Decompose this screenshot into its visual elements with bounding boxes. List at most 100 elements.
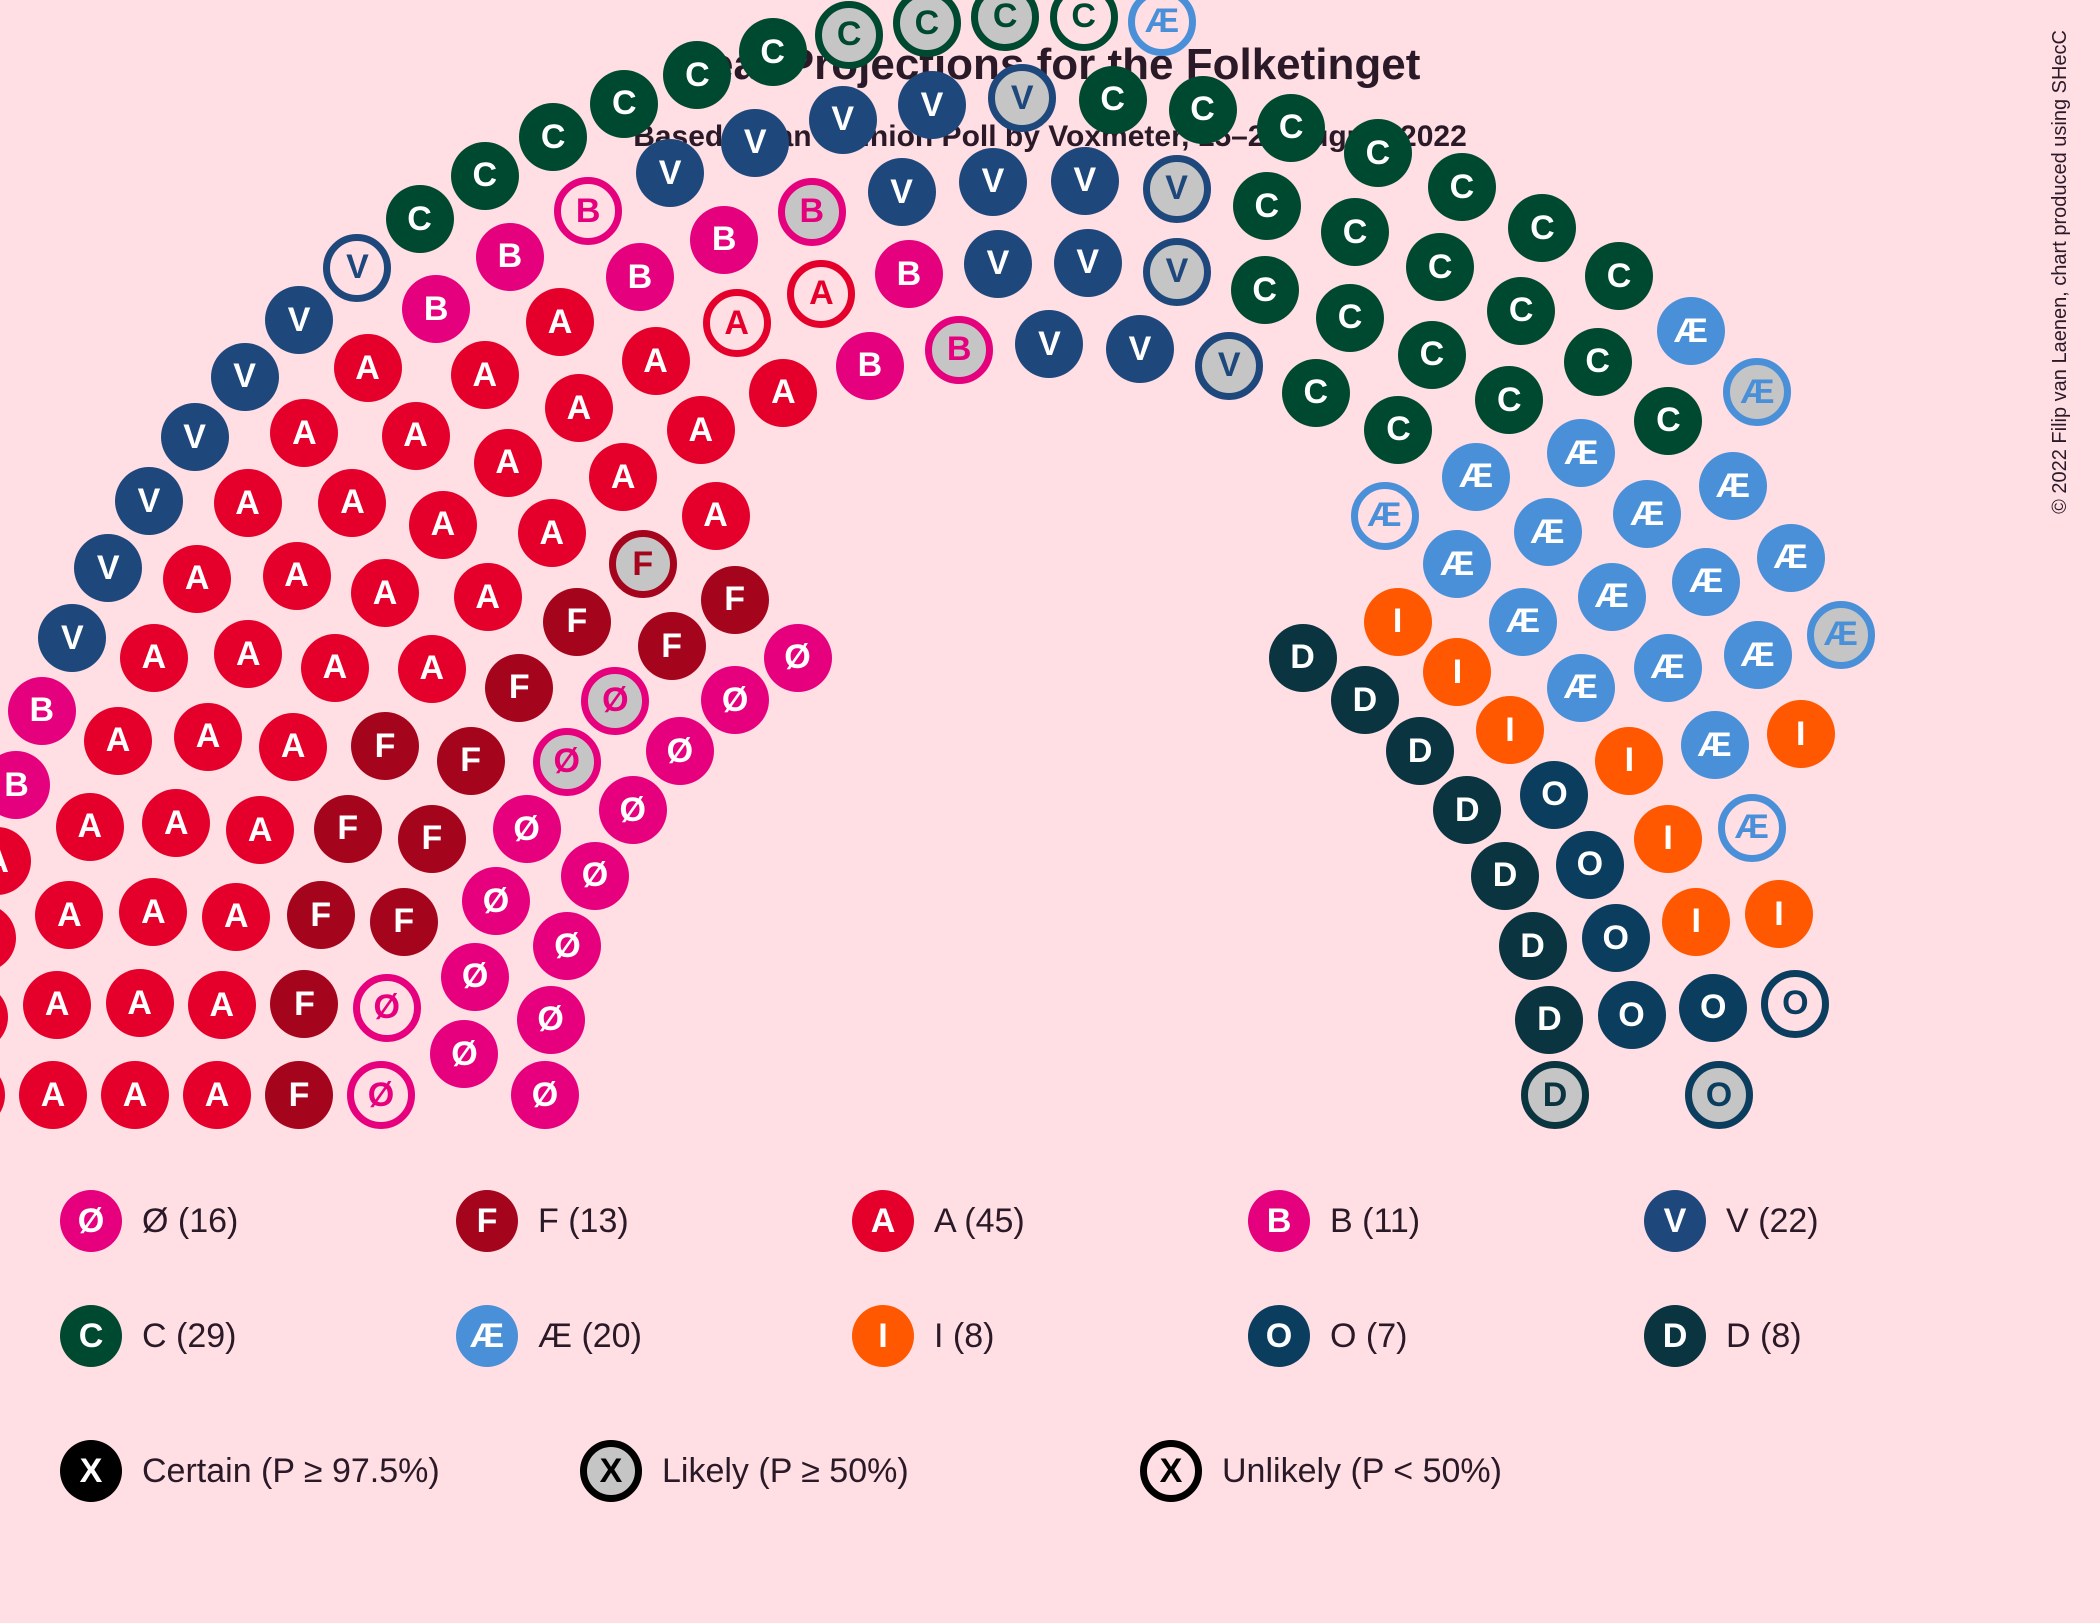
seat-V: V (1054, 229, 1122, 297)
seat-O_slash: Ø (441, 943, 509, 1011)
seat-A: A (270, 399, 338, 467)
seat-C: C (1231, 256, 1299, 324)
seat-D: D (1499, 912, 1567, 980)
seat-V: V (161, 403, 229, 471)
seat-O: O (1598, 981, 1666, 1049)
seat-V: V (74, 534, 142, 602)
legend-swatch: X (60, 1440, 122, 1502)
seat-C: C (1585, 242, 1653, 310)
seat-A: A (409, 491, 477, 559)
seat-O: O (1685, 1061, 1753, 1129)
seat-A: A (263, 542, 331, 610)
seat-C: C (1282, 359, 1350, 427)
seat-B: B (0, 751, 50, 819)
chart-credit: © 2022 Filip van Laenen, chart produced … (2049, 30, 2072, 514)
seat-B: B (690, 206, 758, 274)
seat-AE: Æ (1807, 601, 1875, 669)
seat-C: C (1257, 94, 1325, 162)
seat-AE: Æ (1423, 530, 1491, 598)
seat-D: D (1433, 776, 1501, 844)
seat-O_slash: Ø (701, 666, 769, 734)
seat-V: V (211, 343, 279, 411)
seat-V: V (1195, 332, 1263, 400)
seat-V: V (636, 139, 704, 207)
seat-A: A (19, 1061, 87, 1129)
seat-A: A (214, 620, 282, 688)
seat-I: I (1423, 638, 1491, 706)
legend-swatch: Æ (456, 1305, 518, 1367)
seat-F: F (485, 654, 553, 722)
seat-D: D (1471, 842, 1539, 910)
seat-A: A (589, 443, 657, 511)
seat-C: C (1406, 233, 1474, 301)
legend-label: Unlikely (P < 50%) (1222, 1452, 1502, 1491)
legend-swatch: V (1644, 1190, 1706, 1252)
seat-C: C (1344, 119, 1412, 187)
seat-A: A (174, 703, 242, 771)
legend-item: AA (45) (852, 1190, 1248, 1252)
legend-label: F (13) (538, 1202, 629, 1241)
legend-swatch: F (456, 1190, 518, 1252)
legend-swatch: Ø (60, 1190, 122, 1252)
seat-O: O (1520, 761, 1588, 829)
legend-label: B (11) (1330, 1202, 1420, 1241)
seat-F: F (270, 970, 338, 1038)
seat-B: B (925, 316, 993, 384)
seat-F: F (437, 727, 505, 795)
seat-D: D (1521, 1061, 1589, 1129)
seat-V: V (1106, 315, 1174, 383)
legend-swatch: D (1644, 1305, 1706, 1367)
seat-F: F (351, 712, 419, 780)
seat-A: A (119, 878, 187, 946)
seat-F: F (609, 530, 677, 598)
seat-V: V (1143, 155, 1211, 223)
legend-label: O (7) (1330, 1317, 1407, 1356)
seat-A: A (451, 341, 519, 409)
seat-O_slash: Ø (493, 795, 561, 863)
seat-A: A (202, 883, 270, 951)
seat-O: O (1679, 974, 1747, 1042)
seat-F: F (370, 888, 438, 956)
seat-A: A (0, 827, 31, 895)
seat-I: I (1767, 700, 1835, 768)
legend-label: Certain (P ≥ 97.5%) (142, 1452, 440, 1491)
legend-item: XLikely (P ≥ 50%) (580, 1440, 1140, 1502)
seat-C: C (590, 70, 658, 138)
seat-A: A (526, 288, 594, 356)
seat-C: C (1428, 153, 1496, 221)
legend-label: V (22) (1726, 1202, 1819, 1241)
seat-A: A (163, 545, 231, 613)
seat-C: C (1634, 387, 1702, 455)
seat-A: A (226, 796, 294, 864)
seat-A: A (0, 904, 16, 972)
seat-D: D (1386, 717, 1454, 785)
seat-AE: Æ (1613, 480, 1681, 548)
seat-A: A (183, 1061, 251, 1129)
seat-A: A (23, 971, 91, 1039)
seat-A: A (334, 334, 402, 402)
legend-swatch: X (1140, 1440, 1202, 1502)
seat-C: C (1487, 277, 1555, 345)
seat-AE: Æ (1699, 452, 1767, 520)
legend-label: Æ (20) (538, 1317, 642, 1356)
seat-F: F (638, 612, 706, 680)
seat-AE: Æ (1723, 358, 1791, 426)
seat-C: C (663, 41, 731, 109)
seat-I: I (1364, 588, 1432, 656)
legend-item: CC (29) (60, 1305, 456, 1367)
legend-swatch: X (580, 1440, 642, 1502)
seat-AE: Æ (1442, 443, 1510, 511)
seat-A: A (667, 396, 735, 464)
seat-AE: Æ (1657, 297, 1725, 365)
seat-A: A (787, 260, 855, 328)
seat-C: C (1508, 194, 1576, 262)
seat-C: C (1079, 66, 1147, 134)
seat-C: C (1398, 321, 1466, 389)
seat-V: V (1015, 310, 1083, 378)
seat-O: O (1582, 904, 1650, 972)
seat-C: C (1316, 284, 1384, 352)
legend-item: X Certain (P ≥ 97.5%) (60, 1440, 580, 1502)
legend-label: D (8) (1726, 1317, 1802, 1356)
seat-O: O (1761, 970, 1829, 1038)
seat-V: V (1143, 238, 1211, 306)
